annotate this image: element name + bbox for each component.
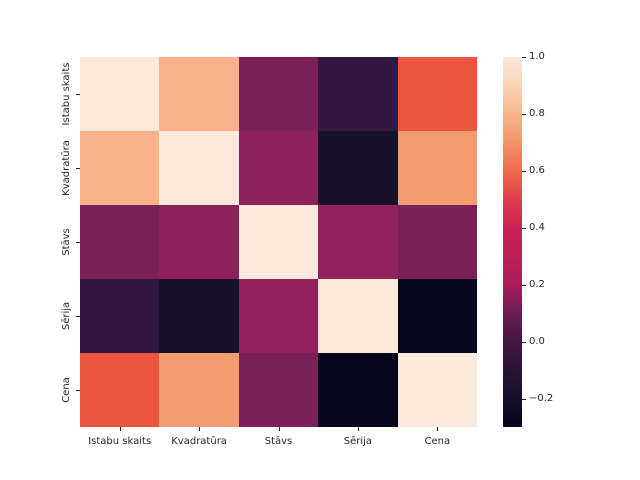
- x-tick-mark: [437, 427, 439, 431]
- heatmap-cell: [159, 57, 239, 131]
- x-tick-label: Kvadratūra: [171, 436, 227, 447]
- heatmap-cell: [318, 353, 398, 427]
- heatmap-cell: [238, 131, 319, 205]
- heatmap-cell: [159, 353, 239, 427]
- colorbar-tick-mark: [522, 170, 526, 172]
- heatmap-cell: [80, 353, 160, 427]
- heatmap-cell: [80, 57, 160, 131]
- heatmap-cell: [80, 279, 160, 353]
- colorbar-tick-label: −0.2: [529, 392, 554, 404]
- x-tick-label: Stāvs: [264, 436, 293, 447]
- heatmap-cell: [397, 205, 477, 279]
- heatmap-cell: [318, 205, 398, 279]
- heatmap-cell: [318, 57, 398, 131]
- y-tick-label: Stāvs: [61, 228, 72, 256]
- heatmap-cell: [318, 279, 398, 353]
- colorbar-tick-label: 0.8: [529, 107, 545, 119]
- x-tick-mark: [278, 427, 280, 431]
- x-tick-mark: [199, 427, 201, 431]
- colorbar-tick-mark: [522, 341, 526, 343]
- heatmap-cell: [80, 205, 160, 279]
- y-tick-label: Istabu skaits: [61, 62, 72, 126]
- colorbar-tick-label: 0.0: [529, 335, 545, 347]
- heatmap-cell: [397, 131, 477, 205]
- y-tick-label: Sērija: [61, 301, 72, 331]
- y-tick-label: Kvadratūra: [61, 140, 72, 196]
- x-tick-label: Cena: [424, 436, 451, 447]
- x-tick-mark: [119, 427, 121, 431]
- colorbar-tick-mark: [522, 227, 526, 229]
- colorbar-tick-mark: [522, 398, 526, 400]
- y-tick-label: Cena: [61, 377, 72, 403]
- heatmap-cell: [159, 205, 239, 279]
- colorbar-tick-label: 0.2: [529, 278, 545, 290]
- x-tick-label: Sērija: [343, 436, 373, 447]
- heatmap-cell: [159, 131, 239, 205]
- y-tick-mark: [76, 390, 80, 391]
- heatmap-cell: [80, 131, 160, 205]
- colorbar-gradient: [503, 57, 522, 427]
- colorbar-tick-label: 1.0: [529, 51, 545, 62]
- x-tick-mark: [357, 427, 359, 431]
- y-tick-mark: [76, 168, 80, 169]
- heatmap-cell: [238, 353, 319, 427]
- colorbar-tick-mark: [522, 284, 526, 286]
- colorbar-tick-mark: [522, 113, 526, 115]
- colorbar-tick-mark: [522, 57, 526, 58]
- heatmap-cell: [397, 353, 477, 427]
- x-tick-label: Istabu skaits: [88, 436, 152, 447]
- heatmap-cell: [238, 279, 319, 353]
- colorbar-tick-label: 0.6: [529, 164, 545, 176]
- y-tick-mark: [76, 94, 80, 95]
- heatmap-cell: [159, 279, 239, 353]
- y-tick-mark: [76, 316, 80, 317]
- heatmap-grid: [80, 57, 477, 427]
- heatmap-cell: [397, 57, 477, 131]
- heatmap-cell: [238, 205, 319, 279]
- heatmap-cell: [238, 57, 319, 131]
- colorbar-tick-label: 0.4: [529, 221, 545, 233]
- y-tick-mark: [76, 242, 80, 243]
- heatmap-cell: [318, 131, 398, 205]
- heatmap-cell: [397, 279, 477, 353]
